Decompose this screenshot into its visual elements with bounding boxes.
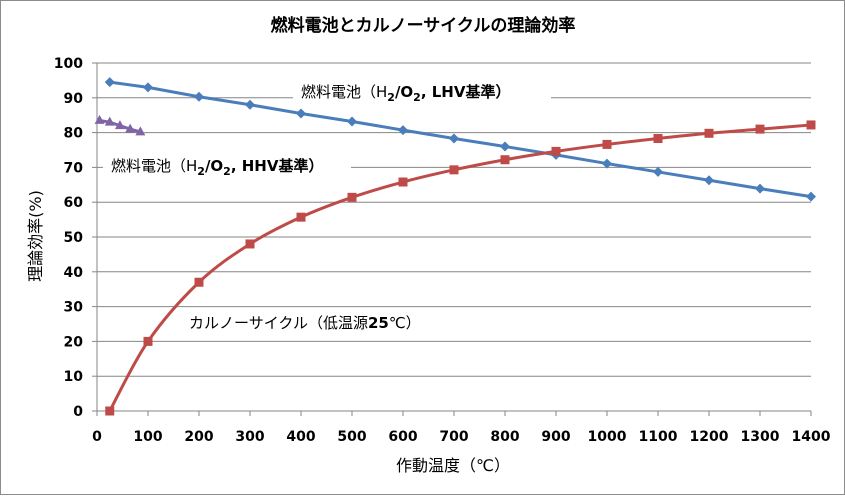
x-tick-label: 0: [92, 429, 102, 445]
data-point-square: [806, 120, 816, 130]
data-point-square: [500, 155, 510, 165]
chart-title: 燃料電池とカルノーサイクルの理論効率: [271, 15, 576, 36]
data-point-triangle: [104, 116, 115, 126]
data-point-square: [653, 134, 663, 144]
y-tick-labels: 0 10 20 30 40 50 60 70 80 90 100: [54, 56, 83, 420]
data-point-diamond: [296, 108, 306, 119]
y-tick-label: 0: [73, 404, 83, 420]
y-tick-label: 60: [64, 195, 84, 211]
x-tick-label: 800: [490, 429, 519, 445]
x-tick-label: 300: [235, 429, 264, 445]
y-tick-label: 80: [64, 126, 84, 142]
annotation-part: 燃料電池（H: [111, 157, 197, 175]
x-tick-label: 400: [286, 429, 315, 445]
annotation-part: /O: [395, 83, 413, 101]
series-annotations: 燃料電池（H2/O2, LHV基準）燃料電池（H2/O2, HHV基準）カルノー…: [103, 77, 551, 336]
x-tick-label: 1400: [792, 429, 831, 445]
data-point-square: [755, 124, 765, 134]
annotation-part: 25: [368, 314, 389, 332]
data-point-diamond: [806, 191, 816, 202]
data-point-square: [449, 165, 459, 175]
data-point-square: [143, 336, 153, 346]
x-tick-label: 1000: [588, 429, 627, 445]
data-point-triangle: [94, 114, 105, 124]
y-tick-label: 20: [64, 334, 84, 350]
series-annotation: 燃料電池（H2/O2, LHV基準）: [301, 83, 510, 104]
data-point-diamond: [398, 125, 408, 136]
data-point-diamond: [653, 166, 663, 177]
x-tick-label: 900: [541, 429, 570, 445]
data-point-diamond: [104, 77, 115, 88]
data-point-diamond: [755, 183, 765, 194]
annotation-background: [293, 77, 551, 105]
x-tick-label: 600: [388, 429, 417, 445]
y-tick-label: 70: [64, 160, 84, 176]
data-point-diamond: [602, 158, 612, 169]
series-lines: [99, 80, 812, 412]
y-tick-label: 30: [64, 300, 84, 316]
annotation-part: 2: [223, 165, 231, 178]
data-point-square: [602, 139, 612, 149]
data-point-diamond: [449, 133, 459, 144]
data-point-triangle: [125, 123, 136, 133]
data-point-square: [704, 128, 714, 138]
annotation-part: , LHV基準）: [421, 83, 511, 101]
axes: [92, 62, 812, 416]
x-tick-label: 1300: [741, 429, 780, 445]
x-tick-label: 1100: [639, 429, 678, 445]
annotation-part: カルノーサイクル（低温源: [189, 314, 368, 332]
annotation-part: , HHV基準）: [231, 157, 324, 175]
series-markers: [94, 77, 816, 416]
y-tick-label: 50: [64, 230, 84, 246]
x-tick-label: 500: [337, 429, 366, 445]
y-axis-label: 理論効率(%): [26, 190, 45, 282]
data-point-square: [347, 192, 357, 202]
annotation-part: 2: [197, 165, 205, 178]
data-point-diamond: [143, 82, 153, 93]
x-tick-labels: 0 100 200 300 400 500 600 700 800 900 1000 1100 1200…: [92, 429, 831, 445]
x-axis-label: 作動温度（℃）: [396, 456, 510, 475]
data-point-square: [194, 277, 204, 287]
data-point-square: [398, 177, 408, 187]
data-point-square: [245, 239, 255, 249]
data-point-diamond: [194, 91, 204, 102]
data-point-diamond: [347, 116, 357, 127]
data-point-square: [296, 212, 306, 222]
x-tick-label: 200: [184, 429, 213, 445]
x-tick-label: 1200: [690, 429, 729, 445]
series-annotation: カルノーサイクル（低温源25℃）: [189, 314, 421, 332]
y-tick-label: 100: [54, 56, 83, 72]
annotation-background: [181, 308, 451, 336]
data-point-triangle: [135, 126, 146, 136]
y-tick-label: 90: [64, 91, 84, 107]
annotation-part: 2: [387, 91, 395, 104]
y-tick-label: 40: [64, 265, 84, 281]
x-tick-label: 700: [439, 429, 468, 445]
data-point-square: [551, 146, 561, 156]
annotation-part: ℃）: [389, 314, 421, 332]
data-point-diamond: [245, 99, 255, 110]
x-tick-label: 100: [133, 429, 162, 445]
series-annotation: 燃料電池（H2/O2, HHV基準）: [111, 157, 323, 178]
data-point-diamond: [704, 175, 714, 186]
y-tick-label: 10: [64, 369, 84, 385]
annotation-part: 燃料電池（H: [301, 83, 387, 101]
annotation-background: [103, 151, 351, 179]
annotation-part: 2: [413, 91, 421, 104]
data-point-triangle: [114, 120, 125, 130]
data-point-square: [105, 406, 115, 416]
data-point-diamond: [500, 141, 510, 152]
annotation-part: /O: [205, 157, 223, 175]
